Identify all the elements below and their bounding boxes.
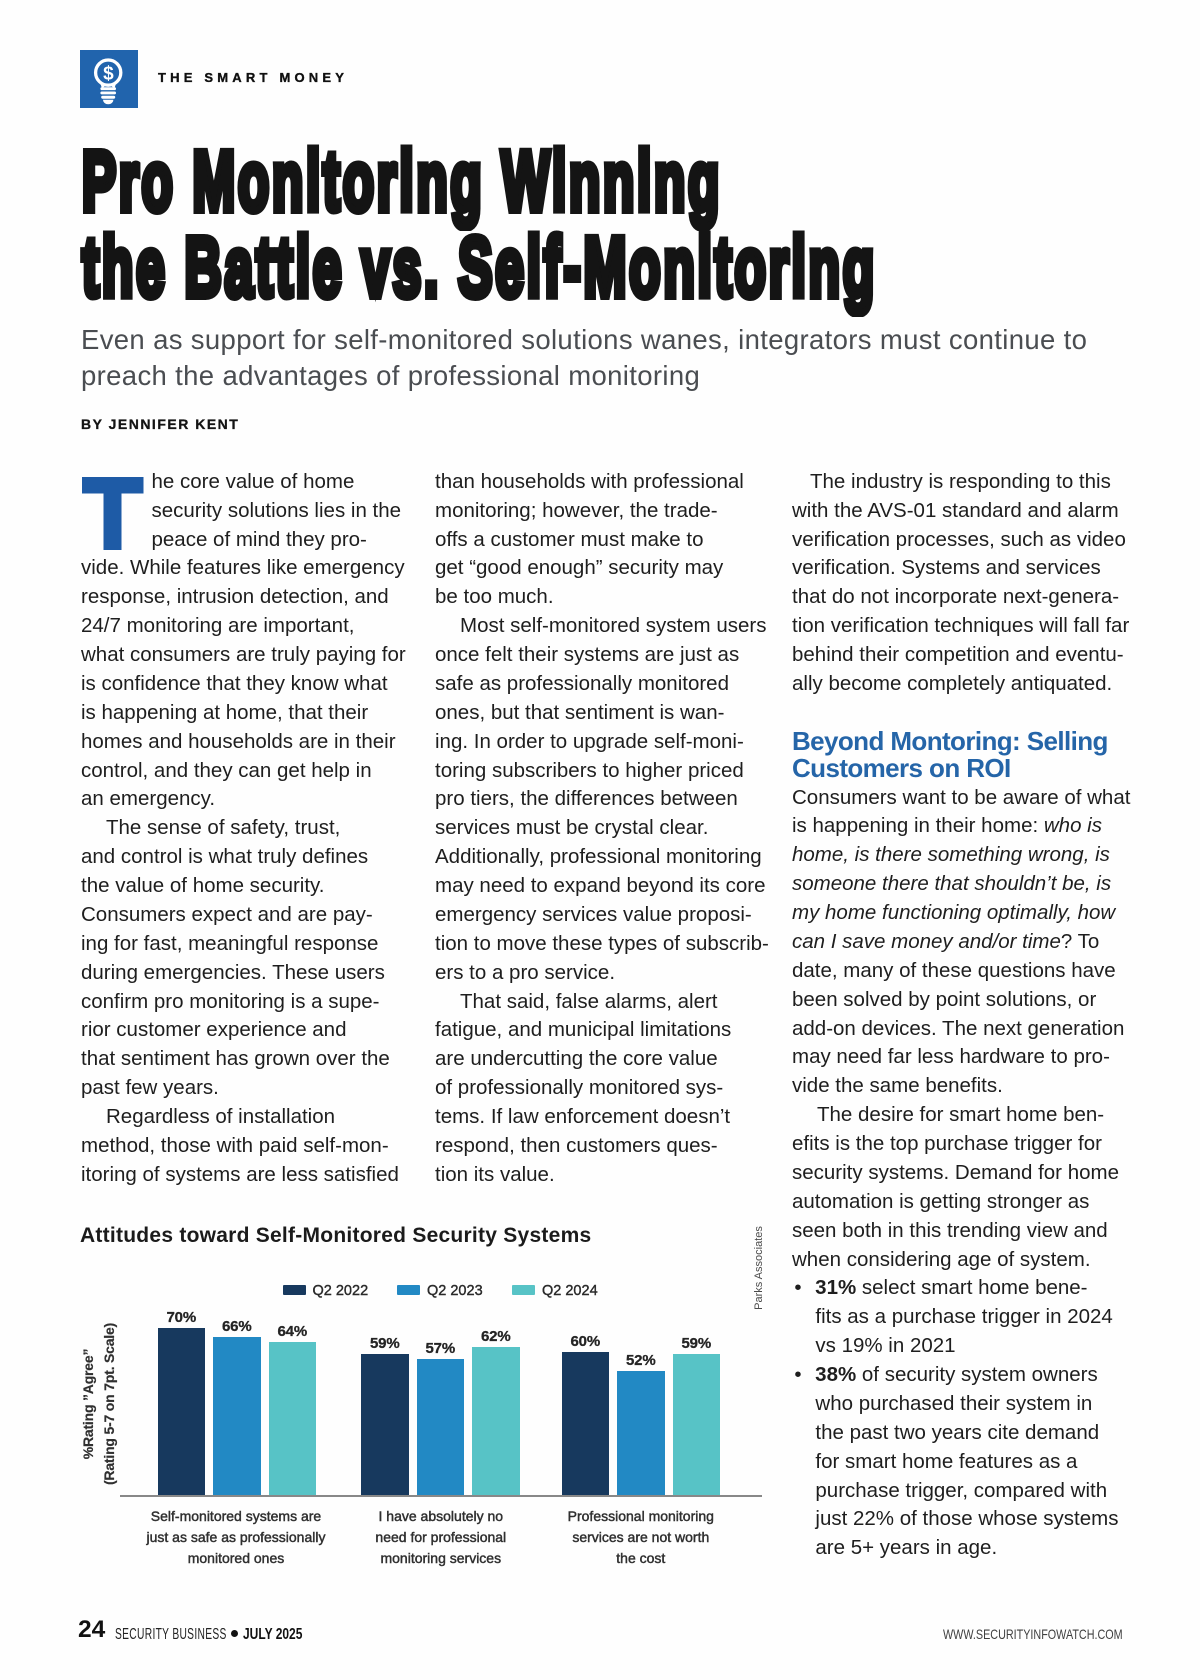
- svg-text:$: $: [103, 63, 114, 84]
